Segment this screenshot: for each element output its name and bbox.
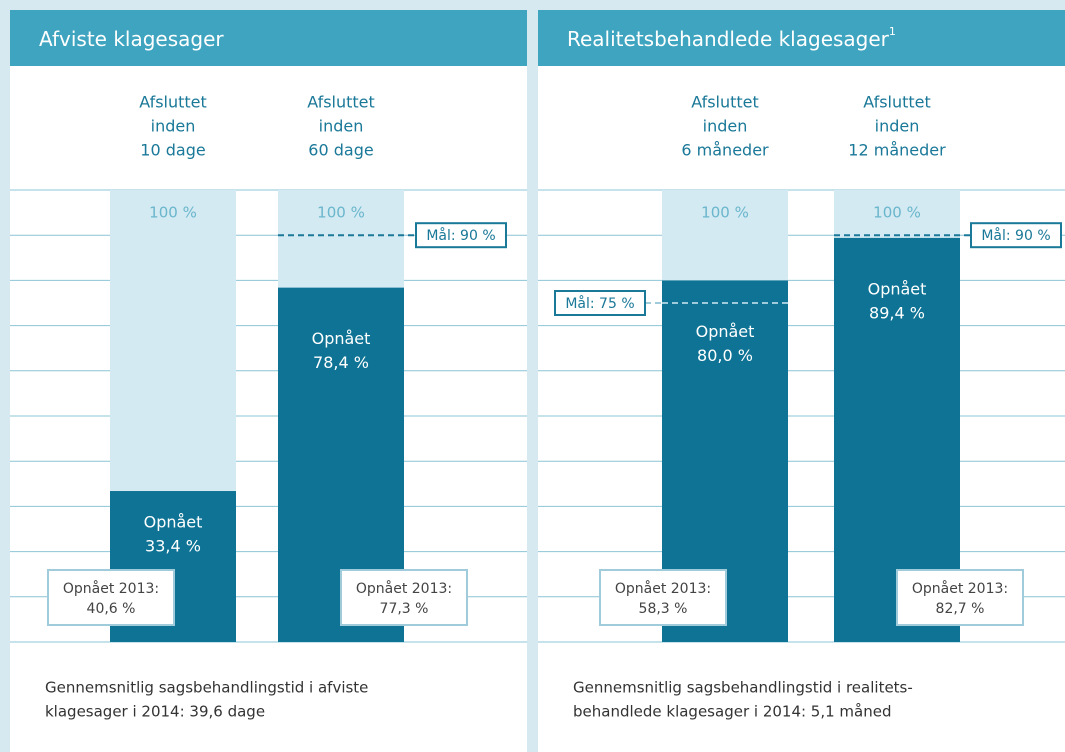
panel <box>10 10 527 752</box>
title-bar <box>10 10 527 66</box>
panel <box>538 10 1065 752</box>
category-label: Afsluttet <box>307 93 375 112</box>
category-label: 12 måneder <box>848 141 946 160</box>
value-label: 78,4 % <box>313 353 369 372</box>
max-label: 100 % <box>873 204 921 222</box>
previous-label: 40,6 % <box>87 601 136 617</box>
previous-label: 82,7 % <box>936 601 985 617</box>
category-label: inden <box>319 117 364 136</box>
panel-title: Afviste klagesager <box>39 27 224 51</box>
value-caption: Opnået <box>696 322 755 341</box>
value-caption: Opnået <box>868 279 927 298</box>
previous-caption: Opnået 2013: <box>615 580 711 597</box>
max-label: 100 % <box>317 204 365 222</box>
title-text: Realitetsbehandlede klagesager <box>567 27 890 51</box>
previous-label: 58,3 % <box>639 601 688 617</box>
category-label: Afsluttet <box>863 93 931 112</box>
title-text: Afviste klagesager <box>39 27 224 51</box>
value-label: 80,0 % <box>697 346 753 365</box>
footnote: Gennemsnitlig sagsbehandlingstid i afvis… <box>45 679 368 697</box>
previous-label: 77,3 % <box>380 601 429 617</box>
value-label: 89,4 % <box>869 303 925 322</box>
panel-title: Realitetsbehandlede klagesager1 <box>567 25 896 51</box>
previous-caption: Opnået 2013: <box>356 580 452 597</box>
category-label: Afsluttet <box>691 93 759 112</box>
max-label: 100 % <box>701 204 749 222</box>
value-caption: Opnået <box>144 513 203 532</box>
footnote: klagesager i 2014: 39,6 dage <box>45 703 265 721</box>
category-label: 6 måneder <box>681 141 769 160</box>
goal-label: Mål: 90 % <box>981 227 1050 244</box>
previous-caption: Opnået 2013: <box>912 580 1008 597</box>
category-label: inden <box>703 117 748 136</box>
category-label: inden <box>151 117 196 136</box>
previous-caption: Opnået 2013: <box>63 580 159 597</box>
title-note: 1 <box>889 25 896 38</box>
category-label: Afsluttet <box>139 93 207 112</box>
goal-box <box>554 290 646 316</box>
category-label: 10 dage <box>140 141 205 160</box>
max-label: 100 % <box>149 204 197 222</box>
category-label: 60 dage <box>308 141 373 160</box>
title-bar <box>538 10 1065 66</box>
category-label: inden <box>875 117 920 136</box>
goal-box <box>415 222 507 249</box>
value-label: 33,4 % <box>145 537 201 556</box>
previous-box <box>599 569 727 626</box>
goal-label: Mål: 75 % <box>565 295 634 312</box>
footnote: behandlede klagesager i 2014: 5,1 måned <box>573 703 892 721</box>
value-caption: Opnået <box>312 329 371 348</box>
previous-box <box>340 569 468 626</box>
footnote: Gennemsnitlig sagsbehandlingstid i reali… <box>573 679 913 697</box>
goal-label: Mål: 90 % <box>426 227 495 244</box>
previous-box <box>47 569 175 626</box>
previous-box <box>896 569 1024 626</box>
goal-box <box>970 222 1062 249</box>
